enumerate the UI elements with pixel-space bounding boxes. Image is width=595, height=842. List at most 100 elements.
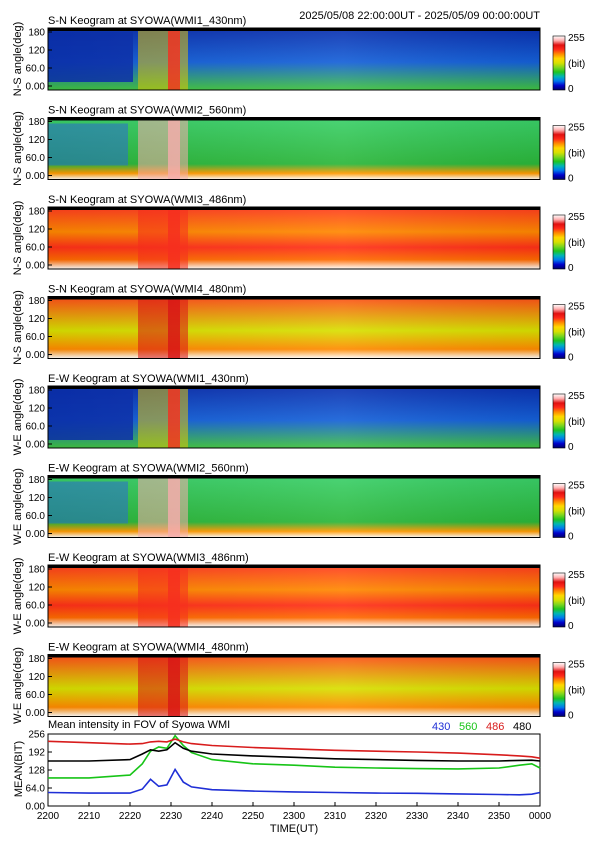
keogram-ytick-label: 60.0 [26,243,46,254]
legend-entry-486: 486 [486,721,504,733]
keogram-ytick-label: 120 [28,135,45,146]
line-chart-xtick-label: 2220 [119,811,142,822]
colorbar: 255 (bit) 0 [552,302,585,364]
keogram-ylabel: N-S angle(deg) [12,290,24,365]
keogram-ytick-label: 60.0 [26,64,46,75]
keogram-ytick-label: 0.00 [26,171,46,182]
colorbar-gradient [552,393,566,449]
keogram-ytick-label: 60.0 [26,332,46,343]
legend-entry-560: 560 [459,721,477,733]
keogram-edge [48,28,540,31]
keogram-ytick-label: 180 [28,296,45,307]
colorbar-max-label: 255 [568,302,585,313]
colorbar-max-label: 255 [568,212,585,223]
colorbar-min-label: 0 [568,84,574,95]
colorbar-unit-label: (bit) [568,328,585,339]
colorbar: 255 (bit) 0 [552,33,585,95]
line-chart-xtick-label: 2200 [37,811,60,822]
colorbar-unit-label: (bit) [568,507,585,518]
keogram-ytick-label: 180 [28,207,45,218]
keogram-ytick-label: 120 [28,314,45,325]
keogram-ytick-label: 120 [28,404,45,415]
line-chart-xtick-label: 2300 [283,811,306,822]
colorbar-unit-label: (bit) [568,417,585,428]
keogram-edge [48,565,540,568]
colorbar-max-label: 255 [568,570,585,581]
colorbar-gradient [552,662,566,717]
colorbar-unit-label: (bit) [568,59,585,70]
legend-entry-480: 480 [513,721,531,733]
colorbar-max-label: 255 [568,481,585,492]
line-chart-xtick-label: 2310 [324,811,347,822]
line-chart-xtick-label: 2320 [365,811,388,822]
colorbar-gradient [552,35,566,91]
keogram-ytick-label: 60.0 [26,422,46,433]
keogram-panel-7: E-W Keogram at SYOWA(WMI3_486nm)180 120 60… [12,552,585,634]
colorbar-min-label: 0 [568,621,574,632]
colorbar: 255 (bit) 0 [552,570,585,632]
keogram-frame [47,385,541,449]
keogram-shading [48,28,540,90]
keogram-ytick-label: 180 [28,117,45,128]
line-chart-xtick-label: 2240 [201,811,224,822]
keogram-panel-2: S-N Keogram at SYOWA(WMI2_560nm)180 120 60… [12,105,585,186]
keogram-edge [48,475,540,479]
series-line-560 [48,734,541,779]
keogram-ytick-label: 0.00 [26,261,46,272]
line-chart-xlabel: TIME(UT) [270,823,318,835]
keogram-ylabel: N-S angle(deg) [12,22,24,97]
keogram-shading [48,654,540,717]
keogram-ylabel: N-S angle(deg) [12,201,24,276]
keogram-ytick-label: 60.0 [26,601,46,612]
colorbar-min-label: 0 [568,442,574,453]
colorbar: 255 (bit) 0 [552,123,585,185]
keogram-title: E-W Keogram at SYOWA(WMI2_560nm) [48,463,249,475]
keogram-frame [47,206,541,270]
keogram-edge [48,296,540,300]
keogram-title: S-N Keogram at SYOWA(WMI2_560nm) [48,105,246,117]
line-chart-xtick-label: 2350 [488,811,511,822]
colorbar: 255 (bit) 0 [552,660,585,722]
keogram-panel-6: E-W Keogram at SYOWA(WMI2_560nm)180 120 60… [12,463,585,545]
keogram-ytick-label: 120 [28,583,45,594]
keogram-shading [48,296,540,359]
keogram-panel-5: E-W Keogram at SYOWA(WMI1_430nm)180 120 60… [12,373,585,455]
colorbar-max-label: 255 [568,123,585,134]
keogram-panel-4: S-N Keogram at SYOWA(WMI4_480nm)180 120 60… [12,284,585,365]
line-chart-legend: 430 560 486 480 [432,721,531,733]
colorbar-max-label: 255 [568,391,585,402]
line-chart-ytick-label: 192 [28,748,45,759]
colorbar-gradient [552,304,566,359]
keogram-ytick-label: 60.0 [26,690,46,701]
time-range-header: 2025/05/08 22:00:00UT - 2025/05/09 00:00… [299,10,540,22]
keogram-ytick-label: 120 [28,225,45,236]
keogram-frame [47,564,541,628]
line-chart-ytick-label: 256 [28,730,45,741]
colorbar-gradient [552,572,566,628]
line-chart-xtick-label: 0000 [529,811,552,822]
line-chart-xtick-label: 2330 [406,811,429,822]
keogram-frame [47,296,541,359]
colorbar-unit-label: (bit) [568,238,585,249]
keogram-ylabel: N-S angle(deg) [12,111,24,186]
colorbar-min-label: 0 [568,353,574,364]
colorbar-unit-label: (bit) [568,596,585,607]
keogram-title: S-N Keogram at SYOWA(WMI3_486nm) [48,194,246,206]
keogram-shading [48,207,540,269]
keogram-frame [47,117,541,180]
line-chart-ytick-label: 128 [28,766,45,777]
keogram-panel-1: S-N Keogram at SYOWA(WMI1_430nm)180 120 60… [12,15,585,96]
keogram-ytick-label: 120 [28,46,45,57]
keogram-panels: S-N Keogram at SYOWA(WMI1_430nm)18012060… [12,15,585,724]
keogram-panel-8: E-W Keogram at SYOWA(WMI4_480nm)180 120 60… [12,642,585,724]
colorbar: 255 (bit) 0 [552,481,585,543]
keogram-shading [48,565,540,627]
keogram-title: E-W Keogram at SYOWA(WMI1_430nm) [48,373,249,385]
keogram-ytick-label: 60.0 [26,153,46,164]
colorbar-gradient [552,125,566,180]
colorbar: 255 (bit) 0 [552,391,585,453]
keogram-frame [47,654,541,717]
line-chart-xtick-label: 2210 [78,811,101,822]
colorbar-gradient [552,214,566,270]
keogram-ytick-label: 180 [28,386,45,397]
